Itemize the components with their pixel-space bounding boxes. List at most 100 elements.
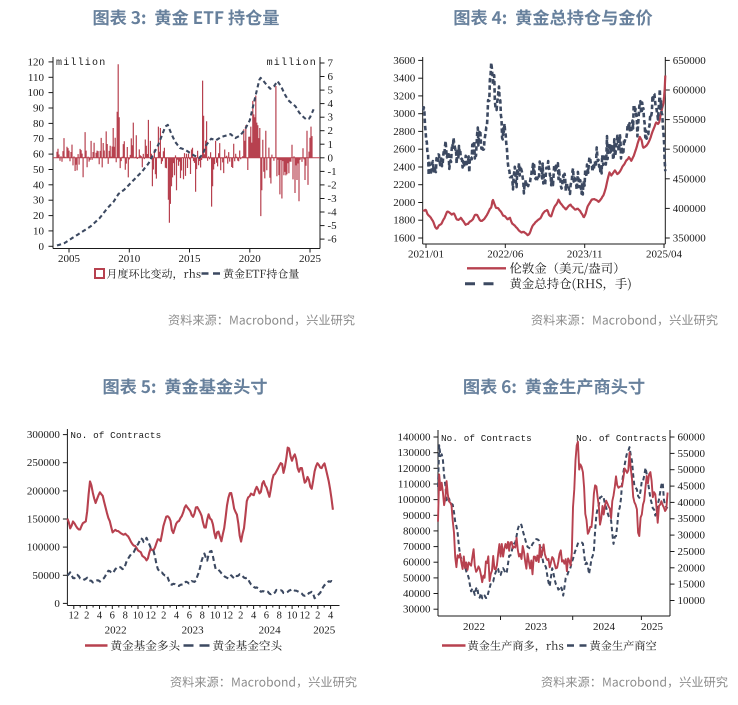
- svg-text:10: 10: [210, 611, 221, 622]
- svg-text:200000: 200000: [27, 485, 61, 497]
- svg-text:55000: 55000: [678, 448, 706, 460]
- svg-text:No. of Contracts: No. of Contracts: [70, 430, 161, 441]
- svg-text:50000: 50000: [32, 570, 60, 582]
- svg-text:80000: 80000: [403, 525, 431, 537]
- svg-text:70000: 70000: [403, 541, 431, 553]
- svg-text:2025: 2025: [313, 625, 336, 637]
- svg-text:6: 6: [187, 611, 192, 622]
- svg-text:2200: 2200: [393, 179, 416, 191]
- svg-text:110000: 110000: [398, 479, 431, 491]
- svg-text:30: 30: [33, 195, 45, 207]
- svg-text:500000: 500000: [673, 144, 707, 156]
- svg-text:110: 110: [28, 72, 45, 84]
- svg-text:4: 4: [97, 611, 103, 622]
- svg-text:0: 0: [54, 598, 60, 610]
- svg-text:-1: -1: [328, 166, 337, 178]
- svg-text:8: 8: [123, 611, 128, 622]
- svg-text:40000: 40000: [678, 497, 706, 509]
- svg-text:30000: 30000: [678, 530, 706, 542]
- svg-text:400000: 400000: [673, 203, 707, 215]
- svg-text:120000: 120000: [398, 463, 432, 475]
- svg-text:-4: -4: [328, 207, 338, 219]
- svg-text:2022: 2022: [463, 621, 485, 633]
- svg-text:2400: 2400: [393, 162, 416, 174]
- svg-text:-5: -5: [328, 220, 338, 232]
- svg-text:10: 10: [133, 611, 144, 622]
- svg-text:600000: 600000: [673, 85, 707, 97]
- svg-text:20: 20: [33, 210, 45, 222]
- svg-text:10: 10: [33, 225, 45, 237]
- svg-text:2600: 2600: [393, 144, 416, 156]
- svg-text:4: 4: [174, 611, 180, 622]
- svg-text:450000: 450000: [673, 173, 707, 185]
- svg-text:120: 120: [28, 56, 45, 68]
- svg-text:5: 5: [328, 85, 334, 97]
- svg-text:35000: 35000: [678, 513, 706, 525]
- svg-text:100000: 100000: [398, 494, 432, 506]
- svg-text:650000: 650000: [673, 55, 707, 67]
- svg-text:2: 2: [315, 611, 320, 622]
- svg-text:3400: 3400: [393, 73, 416, 85]
- svg-text:15000: 15000: [678, 579, 706, 591]
- svg-text:140000: 140000: [398, 432, 432, 444]
- svg-text:2010: 2010: [118, 253, 141, 265]
- svg-text:2005: 2005: [58, 253, 81, 265]
- svg-text:2: 2: [84, 611, 89, 622]
- svg-text:8: 8: [277, 611, 282, 622]
- svg-text:No. of Contracts: No. of Contracts: [576, 433, 667, 444]
- svg-text:30000: 30000: [403, 604, 431, 616]
- svg-text:2024: 2024: [259, 625, 282, 637]
- svg-text:12: 12: [69, 611, 80, 622]
- svg-text:2022/06: 2022/06: [487, 249, 524, 261]
- svg-text:350000: 350000: [673, 233, 707, 245]
- svg-text:50000: 50000: [403, 572, 431, 584]
- svg-text:10000: 10000: [678, 595, 706, 607]
- svg-text:150000: 150000: [27, 514, 61, 526]
- svg-text:1800: 1800: [393, 215, 416, 227]
- svg-text:6: 6: [328, 71, 334, 83]
- svg-text:90000: 90000: [403, 510, 431, 522]
- svg-text:60000: 60000: [403, 557, 431, 569]
- svg-text:25000: 25000: [678, 546, 706, 558]
- svg-text:2025: 2025: [299, 253, 322, 265]
- svg-text:2023/11: 2023/11: [567, 249, 603, 261]
- svg-text:7: 7: [328, 58, 334, 70]
- svg-text:2020: 2020: [239, 253, 262, 265]
- svg-text:6: 6: [264, 611, 269, 622]
- svg-text:million: million: [267, 57, 317, 69]
- svg-text:million: million: [56, 57, 106, 69]
- svg-text:12: 12: [223, 611, 234, 622]
- svg-text:40: 40: [33, 179, 45, 191]
- svg-text:250000: 250000: [27, 457, 61, 469]
- svg-text:3000: 3000: [393, 108, 416, 120]
- svg-text:3: 3: [328, 112, 334, 124]
- svg-text:-6: -6: [328, 234, 338, 246]
- svg-text:50: 50: [33, 164, 45, 176]
- svg-text:3200: 3200: [393, 90, 416, 102]
- svg-text:2800: 2800: [393, 126, 416, 138]
- svg-text:300000: 300000: [27, 429, 61, 441]
- svg-text:60: 60: [33, 149, 45, 161]
- svg-text:2000: 2000: [393, 197, 416, 209]
- svg-text:-3: -3: [328, 193, 338, 205]
- svg-text:2024: 2024: [593, 621, 616, 633]
- svg-text:20000: 20000: [678, 562, 706, 574]
- svg-text:45000: 45000: [678, 481, 706, 493]
- svg-text:4: 4: [328, 611, 334, 622]
- svg-text:2022: 2022: [105, 625, 127, 637]
- svg-text:1600: 1600: [393, 233, 416, 245]
- svg-text:80: 80: [33, 118, 45, 130]
- svg-text:0: 0: [328, 152, 334, 164]
- svg-text:130000: 130000: [398, 447, 432, 459]
- svg-text:2025/04: 2025/04: [646, 249, 683, 261]
- svg-text:-2: -2: [328, 179, 337, 191]
- svg-text:90: 90: [33, 103, 45, 115]
- svg-text:50000: 50000: [678, 464, 706, 476]
- svg-text:2023: 2023: [182, 625, 205, 637]
- svg-text:No. of Contracts: No. of Contracts: [441, 433, 532, 444]
- svg-text:2: 2: [161, 611, 166, 622]
- svg-text:4: 4: [251, 611, 257, 622]
- svg-text:2: 2: [238, 611, 243, 622]
- svg-text:2015: 2015: [179, 253, 202, 265]
- svg-text:60000: 60000: [678, 432, 706, 444]
